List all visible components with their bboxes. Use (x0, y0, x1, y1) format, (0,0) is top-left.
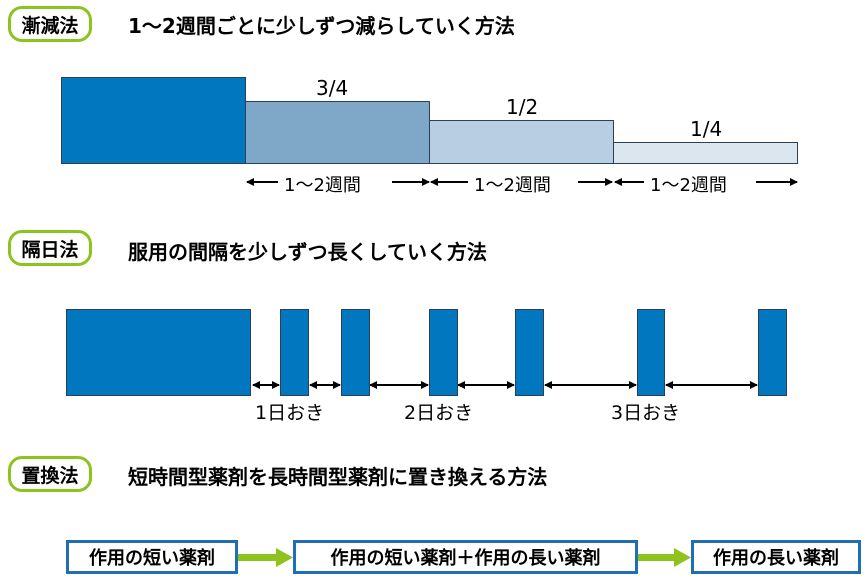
alt-interval-label-1: 1日おき (255, 402, 325, 424)
alt-dose-bar-3 (429, 309, 458, 396)
alt-interval-label-3: 3日おき (611, 402, 681, 424)
taper-step-full (61, 77, 246, 164)
taper-label-half: 1/2 (506, 95, 539, 119)
replacement-box-short-acting: 作用の短い薬剤 (66, 540, 238, 574)
alt-dose-bar-6 (758, 309, 787, 396)
badge-tapering: 漸減法 (8, 6, 92, 42)
alt-dose-bar-2 (341, 309, 370, 396)
replacement-box-long-acting: 作用の長い薬剤 (691, 540, 861, 574)
heading-replacement: 短時間型薬剤を長時間型薬剤に置き換える方法 (128, 465, 548, 489)
alt-dose-bar-1 (280, 309, 309, 396)
heading-alternate-day: 服用の間隔を少しずつ長くしていく方法 (128, 240, 487, 264)
alt-dose-bar-5 (637, 309, 665, 396)
taper-interval-label-2: 1～2週間 (474, 175, 551, 196)
badge-alternate-day: 隔日法 (8, 230, 92, 266)
alt-interval-label-2: 2日おき (404, 402, 474, 424)
replacement-arrows (238, 548, 691, 567)
taper-interval-label-3: 1～2週間 (650, 175, 727, 196)
taper-label-three-quarters: 3/4 (316, 76, 349, 100)
alt-dose-bar-4 (515, 309, 544, 396)
taper-step-half (429, 120, 614, 164)
taper-step-three-quarters (245, 101, 430, 164)
alt-dose-daily (66, 309, 251, 396)
taper-step-quarter (613, 142, 798, 164)
taper-label-quarter: 1/4 (690, 117, 723, 141)
badge-replacement: 置換法 (8, 456, 92, 492)
replacement-box-combined: 作用の短い薬剤＋作用の長い薬剤 (293, 540, 638, 574)
heading-tapering: 1～2週間ごとに少しずつ減らしていく方法 (128, 14, 515, 38)
taper-interval-label-1: 1～2週間 (284, 175, 361, 196)
